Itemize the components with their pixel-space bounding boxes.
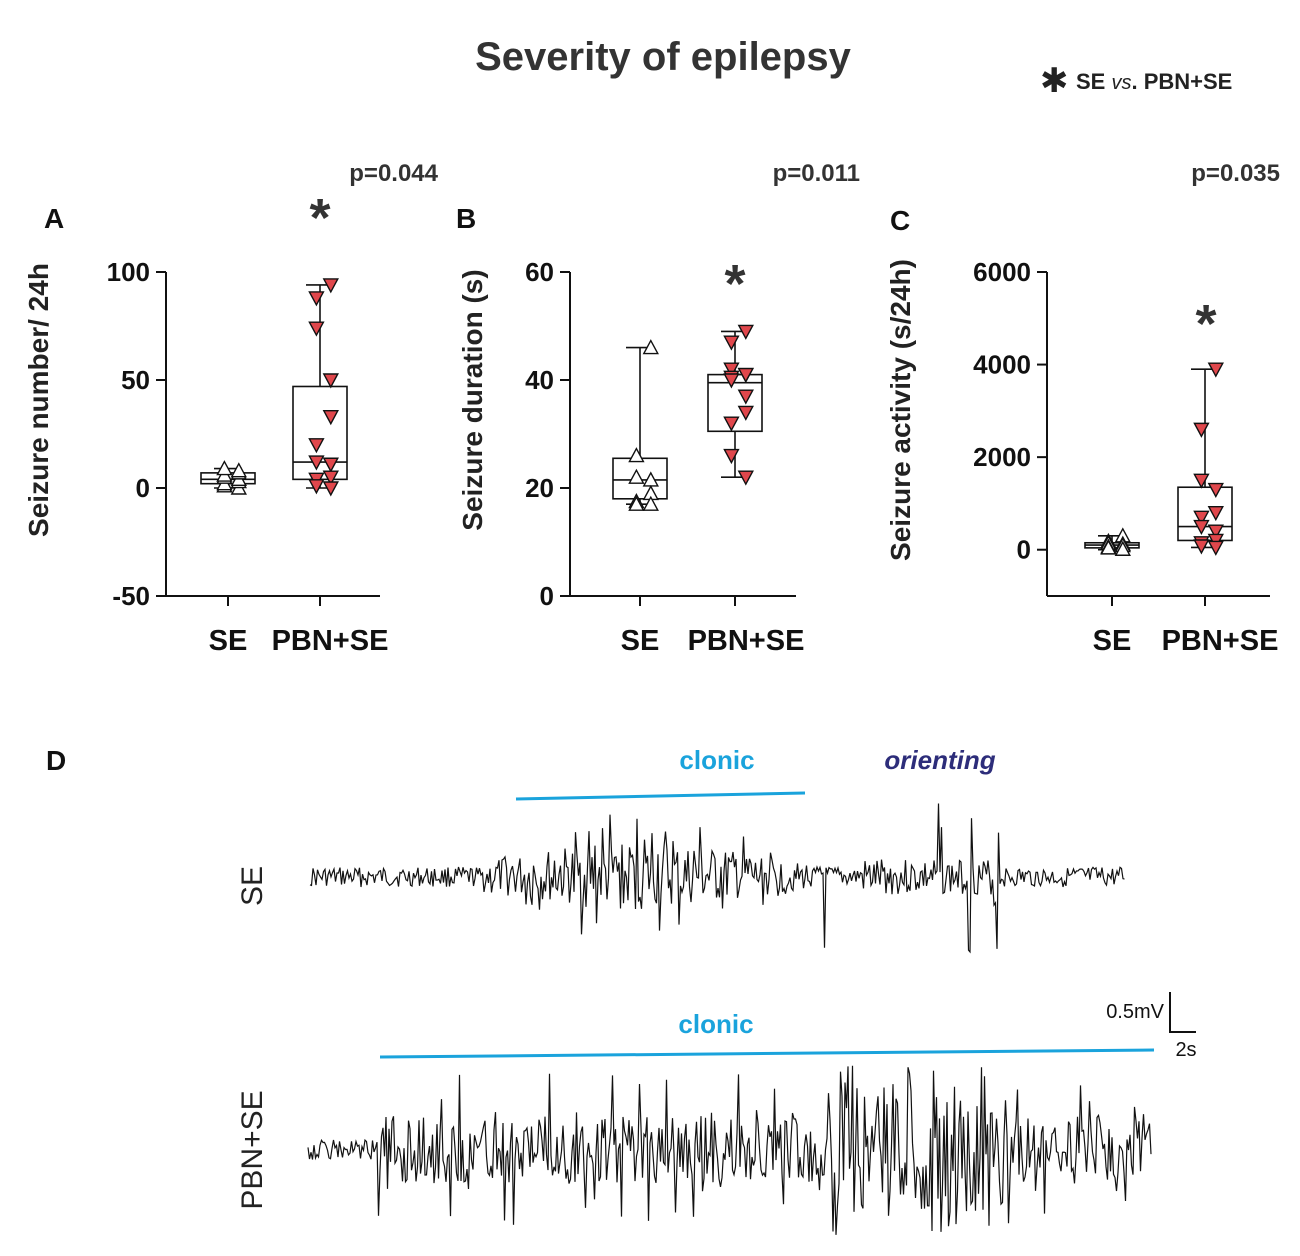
data-point-pbn-se: [737, 470, 754, 486]
data-point-pbn-se: [737, 367, 754, 384]
y-tick-label-b: 60: [525, 257, 554, 287]
panel-c: Seizure activity (s/24h) SE PBN+SE * 0 20…: [885, 257, 1278, 657]
data-point-pbn-se: [308, 321, 325, 337]
y-tick-label-b: 40: [525, 365, 554, 395]
se-clonic-label: clonic: [679, 745, 754, 775]
y-tick-label-a: 0: [136, 473, 150, 503]
data-point-pbn-se: [1193, 510, 1210, 526]
data-point-se: [1114, 540, 1131, 556]
data-point-se: [628, 447, 645, 463]
panel-label-c: C: [890, 205, 910, 236]
data-point-pbn-se: [737, 405, 754, 421]
data-point-pbn-se: [308, 455, 325, 471]
se-orienting-label: orienting: [884, 745, 995, 775]
data-point-pbn-se: [308, 438, 325, 454]
scale-voltage-label: 0.5mV: [1106, 1001, 1164, 1023]
panel-b: Seizure duration (s) SE PBN+SE * 0 20 40 60: [457, 254, 804, 657]
data-point-pbn-se: [737, 324, 754, 340]
scale-time-label: 2s: [1175, 1039, 1196, 1061]
y-tick-label-a: -50: [112, 581, 150, 611]
panel-label-d: D: [46, 745, 66, 776]
data-point-pbn-se: [1207, 362, 1224, 378]
trace-label-pbn-se: PBN+SE: [236, 1090, 269, 1209]
data-point-pbn-se: [1193, 539, 1210, 555]
data-point-pbn-se: [308, 479, 325, 495]
data-point-pbn-se: [322, 410, 339, 426]
legend-star-icon: ✱: [1040, 62, 1069, 100]
pbn-se-clonic-label: clonic: [678, 1009, 753, 1039]
data-point-se: [628, 495, 645, 511]
y-tick-label-c: 6000: [973, 257, 1031, 287]
significance-star-b: *: [724, 254, 745, 314]
significance-star-c: *: [1195, 294, 1216, 354]
y-tick-label-c: 4000: [973, 350, 1031, 380]
box-iqr: [292, 385, 348, 481]
y-tick-label-b: 20: [525, 473, 554, 503]
data-point-pbn-se: [723, 362, 740, 378]
data-point-pbn-se: [723, 373, 740, 389]
data-point-se: [642, 339, 659, 355]
p-value-b: p=0.011: [773, 160, 860, 187]
data-point-pbn-se: [322, 373, 339, 389]
data-point-pbn-se: [1193, 473, 1210, 489]
data-point-pbn-se: [322, 457, 339, 473]
y-tick-label-a: 100: [107, 257, 150, 287]
x-category-pbn-se-a: PBN+SE: [272, 625, 389, 657]
y-axis-label-b: Seizure duration (s): [457, 269, 488, 530]
pbn-se-clonic-bar: [379, 1048, 1155, 1059]
figure-title: Severity of epilepsy: [475, 35, 851, 79]
data-point-pbn-se: [322, 470, 339, 486]
x-category-se-a: SE: [209, 625, 248, 657]
eeg-trace-pbn-se: [307, 1065, 1152, 1235]
data-point-pbn-se: [1193, 519, 1210, 536]
y-tick-label-b: 0: [540, 581, 554, 611]
p-value-a: p=0.044: [349, 160, 438, 187]
panel-label-b: B: [456, 203, 476, 234]
y-tick-label-a: 50: [121, 365, 150, 395]
significance-star-a: *: [309, 188, 330, 248]
panel-a: Seizure number/ 24h SE PBN+SE * -50 0 50 10…: [23, 188, 388, 657]
x-category-se-b: SE: [621, 625, 660, 657]
data-point-pbn-se: [737, 389, 754, 405]
data-point-pbn-se: [308, 291, 325, 307]
legend-text: SE vs. PBN+SE: [1076, 69, 1232, 94]
scale-bar: [1169, 992, 1196, 1033]
data-point-pbn-se: [723, 335, 740, 351]
y-axis-label-c: Seizure activity (s/24h): [885, 259, 916, 561]
data-point-se: [230, 462, 247, 478]
data-point-pbn-se: [723, 416, 740, 432]
data-point-se: [628, 468, 645, 484]
x-category-pbn-se-b: PBN+SE: [688, 625, 805, 657]
x-category-se-c: SE: [1093, 625, 1132, 657]
data-point-pbn-se: [322, 278, 339, 294]
data-point-pbn-se: [1193, 422, 1210, 438]
data-point-pbn-se: [1207, 540, 1224, 556]
data-point-pbn-se: [1207, 524, 1224, 540]
panel-label-a: A: [44, 203, 64, 234]
y-tick-label-c: 0: [1017, 535, 1031, 565]
trace-label-se: SE: [236, 866, 269, 906]
eeg-trace-se: [309, 803, 1125, 954]
x-category-pbn-se-c: PBN+SE: [1162, 625, 1279, 657]
data-point-se: [216, 460, 233, 476]
data-point-pbn-se: [322, 481, 339, 497]
data-point-pbn-se: [1207, 482, 1224, 499]
data-point-se: [642, 495, 659, 511]
data-point-pbn-se: [723, 448, 740, 465]
y-axis-label-a: Seizure number/ 24h: [23, 263, 54, 537]
se-clonic-bar: [515, 791, 806, 801]
data-point-se: [1100, 539, 1117, 555]
y-tick-label-c: 2000: [973, 442, 1031, 472]
p-value-c: p=0.035: [1191, 160, 1280, 187]
panel-d: D clonic orienting SE clonic PBN+SE 0.5m…: [46, 745, 1197, 1235]
data-point-pbn-se: [1207, 505, 1224, 522]
